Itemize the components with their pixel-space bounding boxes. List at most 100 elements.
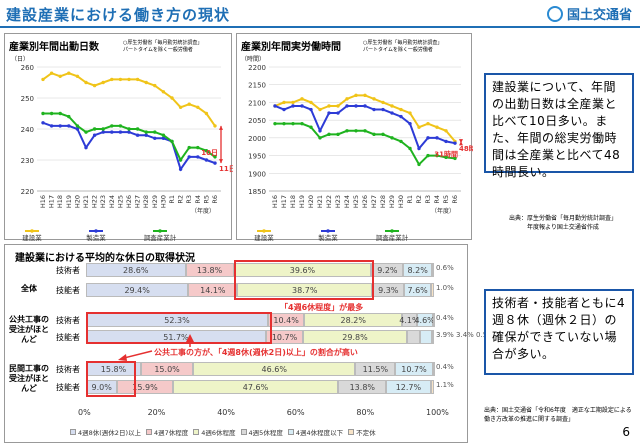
- source-note-1: 出典：厚生労働省「毎月勤労統計調査」 年度報より国土交通省作成: [508, 215, 617, 231]
- data-point: [345, 129, 349, 133]
- arrow-head: [459, 139, 463, 144]
- x-axis-label: （年度）: [431, 207, 455, 215]
- x-tick-label: H30: [397, 195, 405, 208]
- callout-public-higher: 公共工事の方が、「4週8休(週休2日)以上」の割合が高い: [154, 348, 358, 357]
- x-tick-label: R3: [424, 195, 432, 204]
- data-point: [336, 132, 340, 137]
- x-tick-label: H16: [271, 195, 279, 208]
- data-point: [291, 100, 295, 105]
- data-point: [408, 111, 412, 115]
- data-point: [363, 104, 367, 108]
- data-point: [161, 133, 166, 137]
- x-tick-label: R5: [442, 195, 450, 204]
- data-point: [170, 139, 174, 144]
- x-tick-label: H20: [307, 195, 315, 208]
- data-point: [381, 107, 385, 112]
- highlight-box-4w6: [234, 260, 374, 300]
- callout-most-common: 「4週6休程度」が最多: [280, 303, 364, 312]
- data-point: [282, 107, 286, 112]
- data-point: [309, 107, 313, 112]
- data-point: [187, 102, 191, 106]
- highlight-box-public: [86, 312, 272, 344]
- y-tick-label: 250: [21, 95, 34, 103]
- data-point: [49, 111, 54, 116]
- x-tick-label: H21: [82, 195, 90, 208]
- x-tick-label: H25: [352, 195, 360, 208]
- data-point: [153, 136, 157, 140]
- y-tick-label: 2050: [248, 117, 266, 125]
- data-point: [363, 129, 367, 133]
- data-point: [135, 77, 140, 82]
- highlight-box-private: [86, 361, 136, 397]
- x-tick-label: H19: [298, 195, 306, 208]
- y-tick-label: 1950: [248, 153, 266, 161]
- x-tick-label: H28: [379, 195, 387, 208]
- source-note-2: 出典：国土交通省「令和6年度 適正な工期設定による働き方改革の推進に関する調査」: [484, 407, 632, 423]
- x-tick-label: R3: [185, 195, 193, 204]
- x-tick-label: R1: [168, 195, 176, 204]
- y-tick-label: 2200: [248, 64, 266, 72]
- x-tick-label: H24: [108, 195, 116, 208]
- data-point: [291, 121, 295, 126]
- x-tick-label: R5: [202, 195, 210, 204]
- data-point: [354, 93, 358, 98]
- x-tick-label: R2: [415, 195, 423, 204]
- data-point: [426, 136, 430, 140]
- x-tick-label: H26: [125, 195, 133, 208]
- data-point: [327, 132, 331, 137]
- data-point: [49, 124, 54, 128]
- x-tick-label: R4: [433, 195, 441, 204]
- y-tick-label: 1850: [248, 188, 266, 196]
- y-tick-label: 240: [21, 126, 34, 134]
- legend-label: 調査産業計: [376, 233, 409, 241]
- data-point: [144, 130, 148, 134]
- x-tick-label: H29: [151, 195, 159, 208]
- x-tick-label: H29: [388, 195, 396, 208]
- mlit-logo-icon: [546, 5, 563, 22]
- legend-label: 調査産業計: [144, 233, 177, 241]
- data-point: [118, 130, 123, 134]
- difference-label-top: 31時間: [434, 149, 458, 158]
- legend-label: 建設業: [254, 233, 274, 241]
- note-box-holidays: 技術者・技能者ともに4週８休（週休２日）の確保ができていない場合が多い。: [484, 289, 634, 375]
- x-axis-label: （年度）: [191, 207, 215, 215]
- data-point: [444, 129, 448, 133]
- x-tick-label: H18: [289, 195, 297, 208]
- data-point: [67, 124, 71, 128]
- difference-label-bottom: 48時間: [459, 144, 473, 153]
- data-point: [300, 104, 304, 108]
- data-point: [92, 83, 97, 88]
- x-tick-label: H17: [48, 195, 56, 208]
- data-point: [127, 130, 131, 134]
- x-tick-label: H23: [99, 195, 107, 208]
- data-point: [309, 125, 313, 129]
- data-point: [204, 149, 209, 153]
- group-label-all: 全体: [21, 284, 37, 293]
- data-point: [273, 104, 277, 108]
- hours-chart-title: 産業別年間実労働時間: [241, 42, 341, 53]
- data-point: [41, 111, 45, 116]
- x-tick-label: H20: [73, 195, 81, 208]
- legend-label: 建設業: [22, 233, 42, 241]
- x-tick-label: H22: [325, 195, 333, 208]
- x-tick-label: H30: [159, 195, 167, 208]
- data-point: [161, 90, 166, 94]
- arrow-head: [459, 141, 463, 146]
- y-tick-label: 2150: [248, 82, 266, 90]
- hours-chart-panel: 産業別年間実労働時間 ○厚生労働省「毎月勤労統計調査」 パートタイムを除く一般労…: [236, 33, 473, 241]
- data-point: [381, 100, 385, 105]
- data-point: [84, 145, 88, 150]
- data-point: [417, 146, 421, 151]
- data-point: [354, 129, 358, 133]
- data-point: [41, 121, 45, 125]
- data-point: [58, 74, 62, 78]
- data-point: [67, 114, 71, 119]
- data-point: [101, 80, 105, 85]
- data-point: [309, 100, 313, 105]
- data-point: [213, 124, 217, 128]
- data-point: [153, 83, 157, 88]
- x-tick-label: R4: [194, 195, 202, 204]
- data-point: [49, 71, 54, 75]
- data-point: [390, 111, 394, 115]
- data-point: [444, 155, 448, 160]
